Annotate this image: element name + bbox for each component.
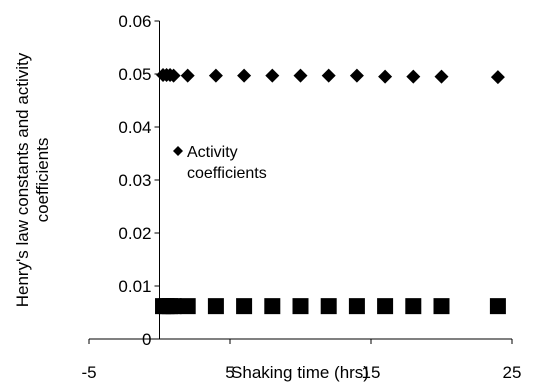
data-point-square [489,298,506,315]
data-point-square [207,298,224,315]
legend-label: coefficients [187,165,267,182]
x-axis-title: Shaking time (hrs) [231,363,369,382]
data-point-diamond [349,68,364,83]
data-point-square [264,298,281,315]
data-point-diamond [208,68,223,83]
y-tick-label: 0.01 [118,277,151,296]
x-tick-label: 25 [503,363,522,382]
legend-label: Activity [187,144,238,161]
data-point-diamond [265,68,280,83]
data-point-diamond [237,68,252,83]
axis-titles: Shaking time (hrs) Henry's law constants … [13,52,369,382]
data-point-diamond [434,69,449,84]
data-point-diamond [321,68,336,83]
y-axis-title-line: Henry's law constants and activity [13,52,32,307]
x-tick-label: -5 [81,363,96,382]
data-point-diamond [166,68,181,83]
y-tick-label: 0 [142,330,151,349]
data-point-diamond [490,70,505,85]
data-point-square [377,298,394,315]
y-axis-title: Henry's law constants and activity coeffi… [13,52,52,307]
y-tick-label: 0.06 [118,12,151,31]
y-tick-label: 0.03 [118,171,151,190]
series-diamond [156,68,505,85]
data-marks [155,68,506,315]
data-point-square [348,298,365,315]
data-point-diamond [378,69,393,84]
y-axis-title-line: coefficients [33,138,52,223]
data-point-square [165,298,182,315]
x-tick-label: 15 [362,363,381,382]
series-square [155,298,506,315]
x-tick-label: 5 [225,363,234,382]
data-point-square [405,298,422,315]
data-point-square [320,298,337,315]
data-point-square [292,298,309,315]
data-point-diamond [180,68,195,83]
data-point-diamond [406,69,421,84]
data-point-square [179,298,196,315]
data-point-diamond [293,68,308,83]
data-point-square [236,298,253,315]
data-point-square [433,298,450,315]
legend-marker-diamond [173,146,183,156]
y-tick-label: 0.05 [118,65,151,84]
y-tick-label: 0.02 [118,224,151,243]
legend: Activity coefficients [173,144,267,182]
ticks: 0 0.01 0.02 0.03 0.04 0.05 0.06 -5 5 15 25 [81,12,521,382]
y-tick-label: 0.04 [118,118,151,137]
